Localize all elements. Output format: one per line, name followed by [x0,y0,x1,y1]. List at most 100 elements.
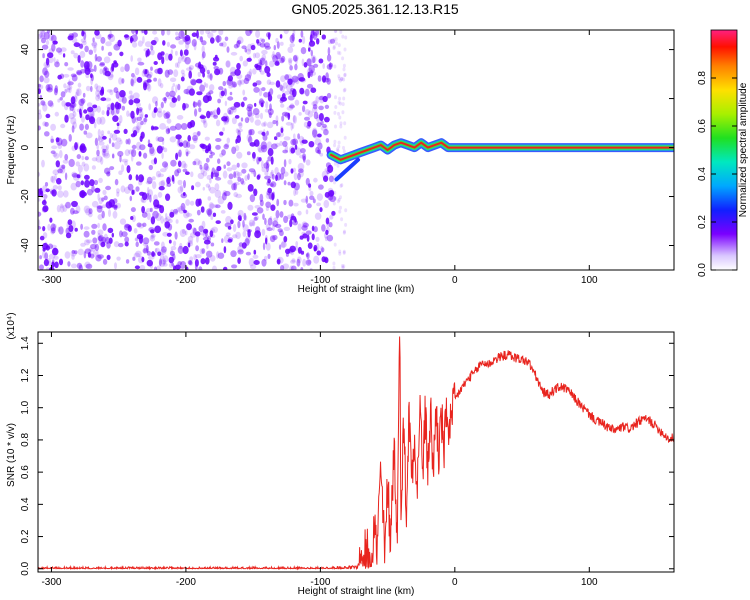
noise-blob [246,48,252,55]
noise-blob [276,53,282,60]
noise-blob [151,234,156,238]
noise-blob [44,131,50,137]
noise-blob [333,143,336,148]
noise-blob [72,121,77,129]
noise-blob [227,179,233,185]
noise-blob [248,135,253,144]
noise-blob [200,118,207,123]
noise-blob [97,235,103,242]
noise-blob [237,39,242,45]
noise-blob [164,221,171,228]
noise-blob [288,77,296,86]
noise-blob [246,57,252,62]
noise-blob [228,173,234,180]
noise-blob [219,42,224,47]
noise-blob [185,212,193,217]
noise-blob [189,144,196,150]
noise-blob [293,55,298,62]
snr-y-tick-label: 0.4 [20,497,31,511]
noise-blob [163,96,167,104]
snr-x-tick-label: 0 [452,577,458,588]
noise-blob [93,121,97,129]
noise-blob [283,136,291,141]
noise-blob [218,86,224,91]
noise-blob [325,138,330,143]
noise-blob [306,58,312,67]
noise-blob [308,40,316,47]
noise-blob [341,56,345,61]
noise-blob [209,110,216,118]
noise-blob [50,135,54,144]
noise-blob [325,229,329,235]
noise-blob [92,250,97,257]
noise-blob [225,232,231,237]
noise-blob [62,159,69,164]
noise-blob [328,62,334,68]
noise-blob [303,62,308,68]
noise-blob [316,243,320,251]
noise-blob [310,87,317,93]
noise-blob [231,117,237,125]
noise-blob [227,107,234,115]
noise-blob [209,84,215,91]
noise-blob [81,161,86,167]
noise-blob [308,141,315,148]
noise-blob [59,166,66,174]
noise-blob [272,234,278,241]
noise-blob [200,167,205,175]
noise-blob [96,105,102,113]
noise-blob [115,137,122,143]
noise-blob [292,54,299,62]
noise-blob [312,100,318,107]
noise-blob [222,170,228,179]
noise-blob [261,87,266,92]
noise-blob [119,155,122,163]
noise-blob [104,67,109,73]
noise-blob [338,51,342,56]
noise-blob [223,235,231,244]
noise-blob [191,32,197,37]
noise-blob [206,208,213,216]
noise-blob [275,37,279,44]
noise-blob [298,168,304,173]
noise-blob [100,130,105,136]
noise-blob [253,260,260,265]
noise-blob [246,106,253,112]
noise-blob [213,204,218,209]
noise-blob [77,82,82,88]
noise-blob [158,258,162,267]
colorbar-ticks: 0.00.20.40.60.8 [697,71,737,277]
noise-blob [306,252,310,260]
noise-blob [103,66,108,72]
noise-blob [305,209,309,215]
noise-blob [190,78,197,86]
noise-blob [136,76,143,83]
noise-blob [343,121,347,126]
noise-blob [291,258,296,263]
noise-blob [252,153,256,162]
noise-blob [226,46,230,53]
noise-blob [75,180,81,188]
noise-blob [277,131,285,138]
noise-blob [310,30,315,39]
noise-blob [51,244,57,249]
noise-blob [70,96,76,105]
noise-blob [65,201,71,209]
noise-blob [107,171,111,176]
noise-blob [169,136,177,143]
noise-blob [150,40,157,46]
noise-blob [46,87,53,93]
noise-blob [104,167,111,175]
noise-blob [337,74,341,79]
noise-blob [56,177,62,185]
noise-blob [90,248,96,252]
noise-blob [197,65,202,70]
noise-blob [79,144,85,153]
noise-blob [246,133,252,142]
noise-blob [98,234,104,242]
noise-blob [150,235,154,240]
noise-blob [76,174,81,179]
snr-y-tick-label: 1.2 [20,368,31,382]
noise-blob [101,110,105,116]
noise-blob [289,265,294,270]
